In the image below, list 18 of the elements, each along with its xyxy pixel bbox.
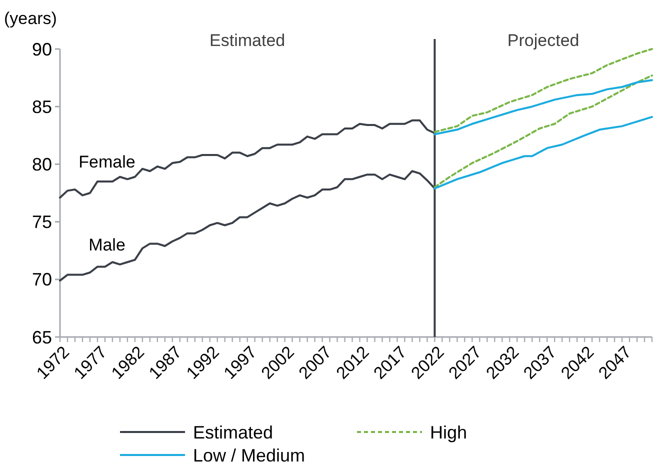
annotation: Female — [78, 152, 136, 172]
line-series — [434, 79, 653, 136]
annotation: Projected — [507, 31, 580, 50]
y-tick-label: 85 — [32, 96, 52, 117]
y-tick-label: 65 — [32, 327, 52, 348]
legend-label: Estimated — [193, 422, 274, 442]
y-tick-label: 80 — [32, 154, 52, 174]
y-axis-title: (years) — [4, 9, 57, 28]
annotation: Estimated — [210, 31, 286, 50]
y-tick-label: 70 — [32, 270, 52, 290]
legend-label: Low / Medium — [193, 445, 306, 466]
line-series — [434, 48, 653, 133]
line-series — [434, 116, 653, 190]
legend-label: High — [430, 422, 468, 442]
annotation: Male — [88, 236, 126, 255]
line-series — [434, 74, 653, 188]
y-tick-label: 90 — [32, 39, 52, 60]
y-tick-label: 75 — [32, 212, 52, 232]
